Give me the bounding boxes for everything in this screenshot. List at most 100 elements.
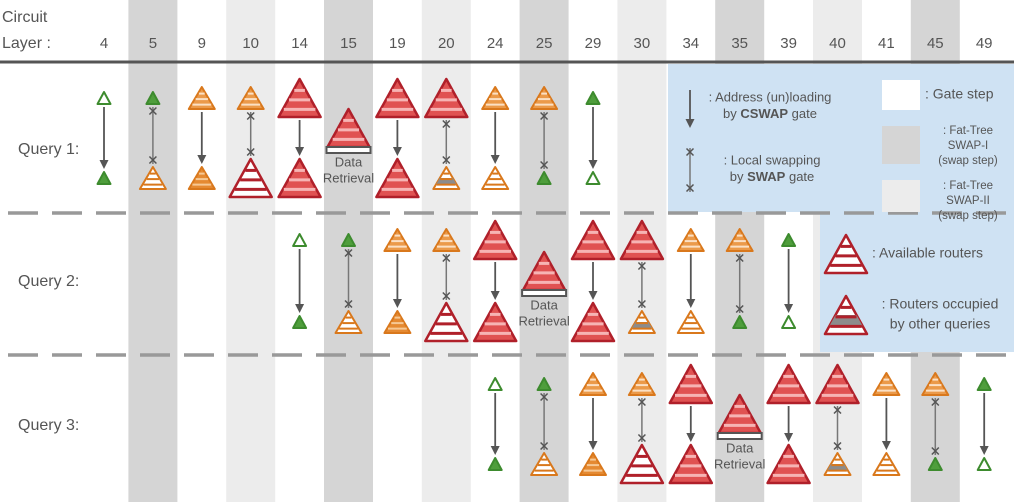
router-icon [927, 457, 943, 471]
router-icon [277, 157, 322, 199]
swap-x [344, 248, 353, 258]
router-icon [424, 77, 469, 119]
layer-label: 40 [829, 35, 846, 52]
swap-x [246, 147, 255, 157]
legend-text-part: SWAP [747, 169, 786, 184]
router-icon [619, 443, 665, 485]
header-title: Circuit [2, 9, 48, 26]
swap-x [735, 253, 744, 263]
router-icon [96, 91, 112, 105]
swap-x [540, 111, 549, 121]
arrow-head [490, 291, 500, 300]
retrieval-bar [325, 146, 372, 154]
retrieval-label: Retrieval [518, 313, 569, 328]
layer-label: 25 [536, 35, 553, 52]
gate-step-swatch [882, 80, 920, 110]
swap-x [931, 446, 940, 456]
arrow-head [392, 299, 402, 308]
router-icon [676, 228, 705, 252]
router-icon [236, 86, 265, 110]
layer-label: 9 [198, 35, 206, 52]
legend-text-part: gate [785, 169, 814, 184]
arrow-head [197, 155, 207, 164]
swap-x [637, 299, 646, 309]
router-icon [619, 219, 665, 261]
swap-x [637, 397, 646, 407]
router-icon [668, 443, 714, 485]
swap-x [833, 405, 842, 415]
swap-x [442, 253, 451, 263]
swap-x [540, 392, 549, 402]
legend-text: : Local swapping [724, 152, 821, 167]
retrieval-bar [716, 432, 763, 440]
router-icon [432, 228, 461, 252]
router-icon [228, 157, 273, 199]
arrow-head [588, 291, 598, 300]
router-icon [921, 372, 950, 396]
swap-x [735, 304, 744, 314]
layer-label: 24 [487, 35, 504, 52]
router-icon [579, 372, 607, 396]
swap1-swatch [882, 126, 920, 164]
layer-label: 20 [438, 35, 455, 52]
router-icon [383, 310, 412, 334]
swap-x [637, 261, 646, 271]
column-shade [226, 0, 276, 502]
router-icon [472, 219, 518, 261]
router-icon [766, 363, 811, 405]
router-icon [277, 77, 322, 119]
legend-text: SWAP-I [948, 140, 988, 152]
arrow-head [392, 147, 402, 156]
layer-label: 35 [731, 35, 748, 52]
legend-text: (swap step) [938, 210, 998, 222]
router-icon [530, 452, 559, 476]
arrow-head [686, 433, 696, 442]
arrow-head [784, 433, 794, 442]
swap-x [442, 155, 451, 165]
router-icon [341, 233, 356, 247]
router-icon [375, 157, 420, 199]
legend-text: : Routers occupied [882, 296, 999, 312]
legend-text: SWAP-II [946, 195, 990, 207]
legend-bg [668, 64, 1014, 352]
router-icon [334, 310, 363, 334]
router-icon [481, 86, 510, 110]
arrow-head [99, 160, 109, 169]
layer-label: 41 [878, 35, 895, 52]
layer-label: 19 [389, 35, 406, 52]
swap-x [442, 119, 451, 129]
router-icon [627, 372, 656, 396]
router-icon [570, 301, 616, 343]
legend-text-part: by [730, 169, 747, 184]
router-icon [187, 166, 216, 190]
legend-text: by CSWAP gate [723, 106, 817, 121]
legend-text-part: gate [788, 106, 817, 121]
router-icon [570, 219, 616, 261]
arrow-head [588, 441, 598, 450]
swap-x [442, 291, 451, 301]
arrow-head [685, 119, 695, 128]
router-icon [292, 315, 308, 329]
router-icon [424, 301, 469, 343]
swap2-swatch [882, 180, 920, 212]
layer-label: 10 [242, 35, 259, 52]
arrow-head [295, 304, 305, 313]
router-icon [487, 377, 503, 391]
swap-x [148, 155, 157, 165]
layer-label: 30 [634, 35, 651, 52]
legend-text: : Fat-Tree [943, 180, 993, 192]
router-icon [823, 233, 869, 275]
swap-x [833, 441, 842, 451]
layer-label: 4 [100, 35, 108, 52]
swap-x [685, 147, 695, 157]
router-icon [732, 315, 748, 329]
query-label: Query 2: [18, 273, 79, 290]
legend-text: : Gate step [925, 86, 994, 102]
router-icon [585, 91, 601, 105]
router-icon [725, 228, 754, 252]
swap-x [685, 183, 695, 193]
swap-x [931, 397, 940, 407]
query-label: Query 1: [18, 141, 79, 158]
layer-label: 49 [976, 35, 993, 52]
arrow-head [784, 304, 794, 313]
